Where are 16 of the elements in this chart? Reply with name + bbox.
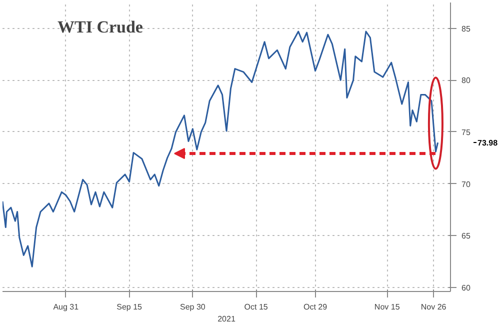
x-tick-label: Oct 29 [303, 302, 328, 312]
text: 73.98 [478, 138, 498, 148]
x-tick-label: Oct 15 [244, 302, 268, 312]
text: WTI Crude [58, 18, 144, 36]
y-tick-label: 80 [462, 76, 471, 86]
y-tick-label: 60 [462, 283, 471, 292]
y-tick-label: 75 [462, 128, 471, 137]
y-tick-label: 65 [462, 232, 471, 241]
x-tick-label: Aug 31 [53, 302, 80, 312]
x-tick-label: Nov 15 [374, 302, 400, 312]
x-tick-label: Sep 30 [180, 302, 206, 312]
x-tick-label: Nov 26 [420, 302, 447, 312]
x-tick-label: Sep 15 [116, 302, 143, 312]
y-tick-label: 85 [462, 24, 471, 34]
x-axis-title: 2021 [218, 314, 236, 324]
y-tick-label: 70 [462, 180, 471, 189]
